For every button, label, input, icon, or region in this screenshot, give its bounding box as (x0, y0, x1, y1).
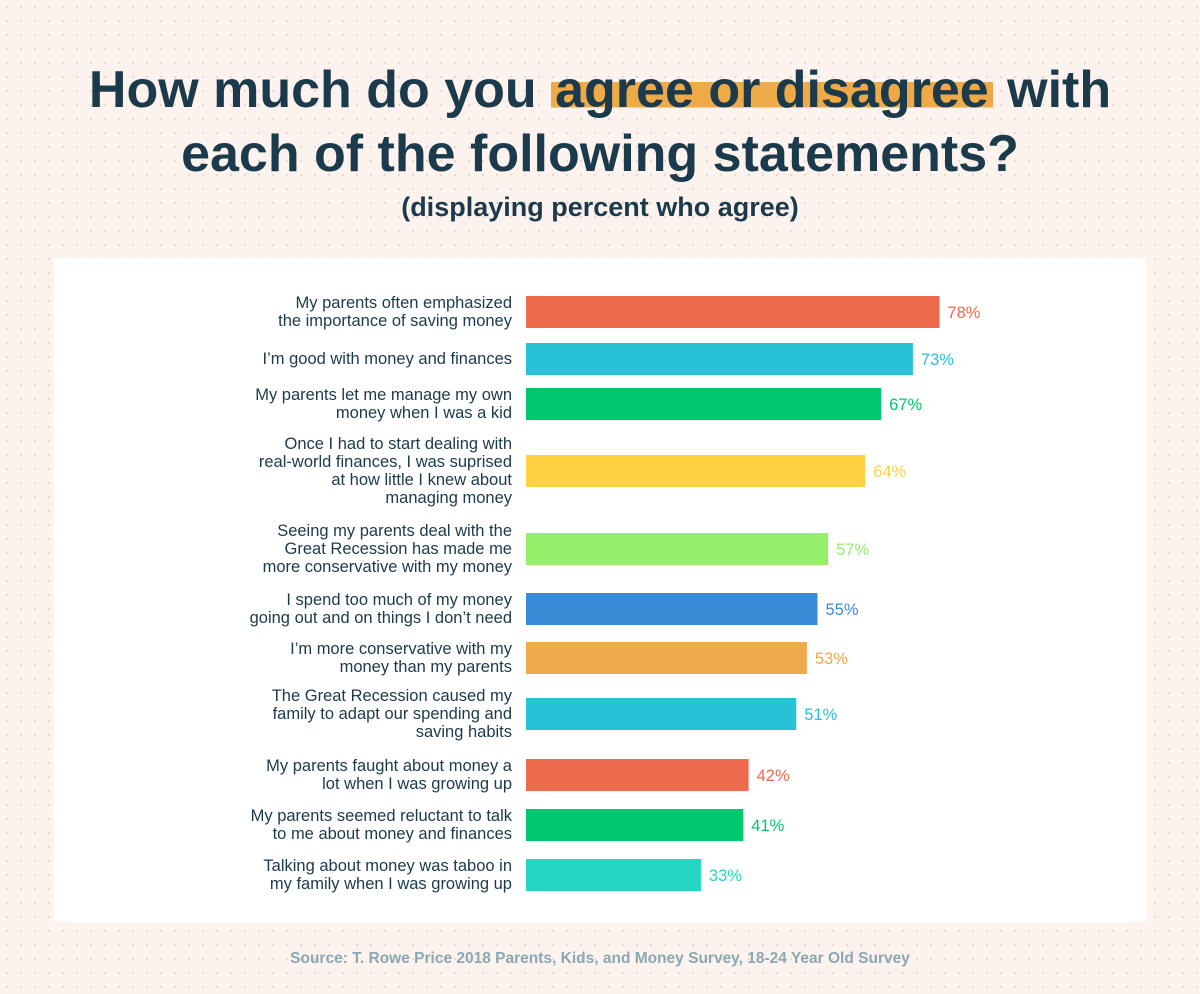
value-label-10: 41% (751, 817, 784, 835)
title-highlight: agree or disagree (551, 61, 993, 119)
chart-subtitle: (displaying percent who agree) (401, 192, 799, 222)
category-label-line: I’m more conservative with my (290, 640, 512, 658)
category-label-line: at how little I knew about (331, 471, 512, 489)
category-label-line: Talking about money was taboo in (263, 857, 512, 875)
bar-11 (526, 859, 701, 891)
title-line-2: each of the following statements? (181, 125, 1019, 183)
category-label-5: Seeing my parents deal with the Great Rec… (182, 522, 512, 576)
category-label-8: The Great Recession caused my family to a… (182, 687, 512, 741)
category-label-line: Seeing my parents deal with the (277, 522, 512, 540)
category-label-6: I spend too much of my money going out an… (182, 591, 512, 627)
category-label-line: My parents often emphasized (295, 294, 512, 312)
bar-1 (526, 296, 940, 328)
bar-6 (526, 593, 818, 625)
category-label-line: to me about money and finances (272, 825, 512, 843)
chart-panel: 78% 73% 67% 64% 57% 55% 53% 51% 42% 41% 33% My par… (54, 258, 1146, 922)
category-label-line: my family when I was growing up (269, 875, 512, 893)
category-label-7: I’m more conservative with my money than … (182, 640, 512, 676)
category-label-line: money than my parents (339, 658, 512, 676)
category-label-line: the importance of saving money (278, 312, 512, 330)
bar-4 (526, 455, 866, 487)
category-label-3: My parents let me manage my own money whe… (182, 386, 512, 422)
category-label-11: Talking about money was taboo in my famil… (182, 857, 512, 893)
category-label-line: The Great Recession caused my (271, 687, 512, 705)
value-label-1: 78% (947, 304, 980, 322)
category-label-line: saving habits (415, 723, 512, 741)
category-label-2: I’m good with money and finances (182, 350, 512, 368)
bar-7 (526, 642, 807, 674)
category-label-line: more conservative with my money (262, 558, 512, 576)
category-label-line: I’m good with money and finances (262, 350, 512, 368)
bar-8 (526, 698, 797, 730)
bar-9 (526, 759, 749, 791)
value-label-9: 42% (757, 767, 790, 785)
value-label-7: 53% (815, 650, 848, 668)
category-label-line: managing money (385, 489, 512, 507)
value-label-11: 33% (709, 867, 742, 885)
title-prefix: How much do you (88, 61, 552, 119)
category-label-9: My parents faught about money a lot when … (182, 757, 512, 793)
bar-10 (526, 809, 744, 841)
category-label-line: money when I was a kid (335, 404, 512, 422)
category-label-line: My parents let me manage my own (255, 386, 512, 404)
title-suffix: with (992, 61, 1112, 119)
value-label-8: 51% (804, 706, 837, 724)
category-label-1: My parents often emphasized the importanc… (182, 294, 512, 330)
category-label-line: lot when I was growing up (322, 775, 512, 793)
category-label-10: My parents seemed reluctant to talk to me… (182, 807, 512, 843)
value-label-6: 55% (826, 601, 859, 619)
category-label-line: My parents seemed reluctant to talk (250, 807, 512, 825)
category-label-line: Great Recession has made me (284, 540, 512, 558)
value-label-3: 67% (889, 396, 922, 414)
category-label-line: Once I had to start dealing with (284, 435, 512, 453)
bar-5 (526, 533, 829, 565)
category-label-line: going out and on things I don’t need (249, 609, 512, 627)
value-label-4: 64% (873, 463, 906, 481)
bar-2 (526, 343, 913, 375)
value-label-2: 73% (921, 351, 954, 369)
category-label-4: Once I had to start dealing with real-wor… (182, 435, 512, 507)
bar-3 (526, 388, 882, 420)
chart-title: How much do you agree or disagree with ea… (0, 58, 1200, 186)
category-label-line: My parents faught about money a (266, 757, 512, 775)
bar-chart: 78% 73% 67% 64% 57% 55% 53% 51% 42% 41% 33% (526, 296, 981, 891)
source-note: Source: T. Rowe Price 2018 Parents, Kids… (290, 950, 910, 967)
category-label-line: I spend too much of my money (286, 591, 512, 609)
category-label-line: real-world finances, I was suprised (258, 453, 512, 471)
category-label-line: family to adapt our spending and (272, 705, 512, 723)
value-label-5: 57% (836, 541, 869, 559)
